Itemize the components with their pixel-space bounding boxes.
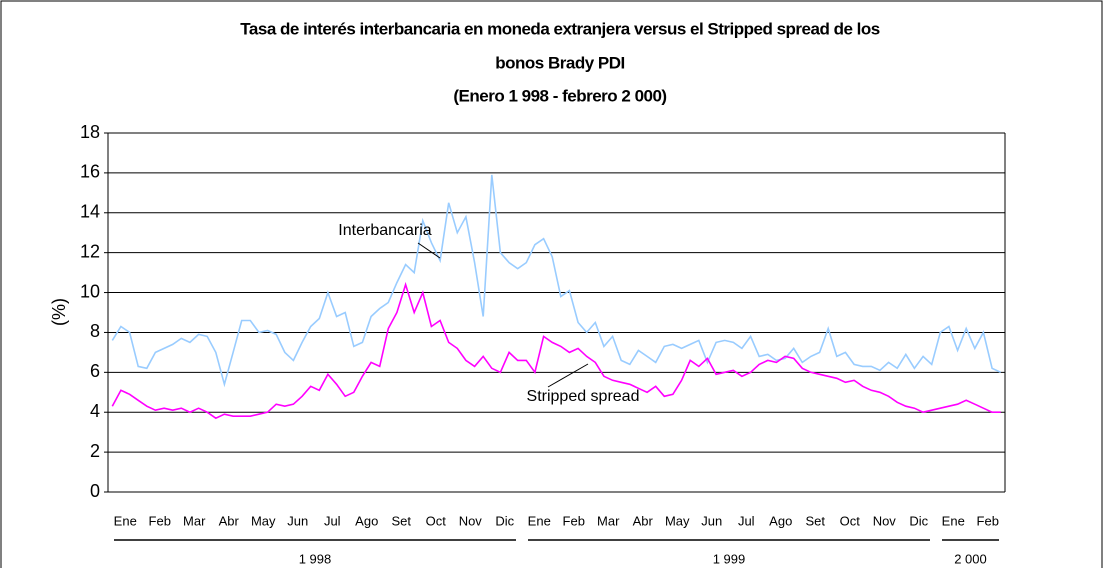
x-tick-label: Jun: [701, 513, 722, 528]
x-tick-label: Ene: [528, 513, 551, 528]
x-tick-label: Ago: [355, 513, 378, 528]
chart-subtitle: (Enero 1 998 - febrero 2 000): [453, 86, 666, 105]
x-tick-label: Abr: [633, 513, 654, 528]
x-tick-label: May: [251, 513, 276, 528]
chart-title: Tasa de interés interbancaria en moneda …: [240, 19, 879, 38]
y-tick-label: 6: [90, 361, 100, 381]
x-tick-label: Oct: [426, 513, 447, 528]
x-tick-label: May: [665, 513, 690, 528]
y-tick-label: 2: [90, 441, 100, 461]
x-tick-label: Mar: [183, 513, 206, 528]
chart-title: bonos Brady PDI: [495, 53, 624, 72]
x-tick-label: Feb: [149, 513, 171, 528]
x-tick-label: Abr: [219, 513, 240, 528]
x-tick-label: Set: [805, 513, 825, 528]
x-tick-label: Nov: [873, 513, 897, 528]
x-tick-label: Nov: [459, 513, 483, 528]
series-line: [111, 174, 1002, 388]
annotation-leader: [417, 242, 441, 259]
y-tick-label: 18: [80, 122, 100, 142]
x-tick-label: Ago: [769, 513, 792, 528]
x-tick-label: Mar: [597, 513, 620, 528]
x-tick-label: Set: [391, 513, 411, 528]
series-line: [111, 281, 1001, 420]
y-tick-label: 12: [80, 241, 100, 261]
y-tick-label: 10: [80, 281, 100, 301]
annotation: Interbancaria: [338, 222, 431, 239]
x-tick-label: Jul: [738, 513, 755, 528]
x-tick-label: Jun: [287, 513, 308, 528]
x-tick-label: Jul: [324, 513, 341, 528]
annotation: Stripped spread: [527, 388, 640, 405]
x-tick-label: Dic: [495, 513, 514, 528]
annotation-leader: [547, 363, 589, 388]
x-tick-label: Dic: [909, 513, 928, 528]
x-tick-label: Ene: [114, 513, 137, 528]
x-group-label: 1 998: [299, 551, 332, 566]
x-tick-label: Feb: [977, 513, 999, 528]
y-tick-label: 16: [80, 162, 100, 182]
x-tick-label: Feb: [563, 513, 585, 528]
x-tick-label: Ene: [942, 513, 965, 528]
y-tick-label: 4: [90, 401, 100, 421]
x-tick-label: Oct: [840, 513, 861, 528]
y-tick-label: 14: [80, 202, 100, 222]
x-group-label: 2 000: [954, 551, 987, 566]
y-tick-label: 0: [90, 481, 100, 501]
y-tick-label: 8: [90, 321, 100, 341]
x-group-label: 1 999: [713, 551, 746, 566]
y-axis-label: (%): [49, 298, 69, 326]
